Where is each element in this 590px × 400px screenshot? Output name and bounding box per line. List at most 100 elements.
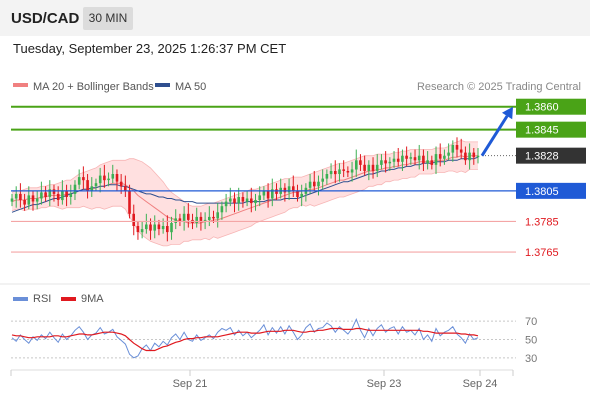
candle-body (254, 200, 257, 204)
candle (317, 175, 320, 196)
candle-body (170, 223, 173, 233)
candle (413, 149, 417, 165)
candle-body (145, 224, 148, 230)
candle-body (300, 193, 303, 197)
candle-body (266, 190, 270, 199)
candle-body (187, 213, 190, 220)
candle (417, 144, 421, 170)
candle-body (233, 198, 236, 204)
candle-body (103, 175, 106, 181)
candle-body (375, 164, 379, 171)
candle (44, 186, 47, 202)
x-tick-label: Sep 24 (463, 378, 498, 390)
candle (422, 149, 425, 171)
candle-body (182, 213, 186, 222)
candle (233, 192, 236, 213)
candle (409, 152, 413, 165)
candle (77, 169, 81, 190)
candle-body (308, 181, 312, 188)
candle (153, 215, 156, 239)
timeframe-button[interactable]: 30 MIN (83, 7, 133, 30)
candle (166, 215, 169, 242)
candle-body (359, 160, 362, 165)
candle-body (27, 195, 31, 205)
candle-body (271, 189, 274, 199)
rsi-tick-label: 30 (525, 353, 537, 365)
candle-body (388, 161, 392, 164)
credit-label: Research © 2025 Trading Central (417, 81, 581, 93)
candle-body (40, 192, 43, 199)
candle-body (367, 164, 371, 171)
candle (216, 203, 219, 228)
rsi-legend-label: RSI (33, 293, 51, 305)
candle-body (334, 171, 337, 175)
ma9-legend-label: 9MA (81, 293, 104, 305)
candle-body (338, 169, 341, 174)
candle-body (82, 177, 85, 181)
candle-body (476, 155, 480, 158)
x-tick-label: Sep 21 (173, 378, 208, 390)
candle (73, 180, 77, 201)
candle (111, 164, 115, 184)
candle (405, 146, 408, 167)
candle (52, 184, 56, 202)
candle-body (275, 189, 278, 194)
ma50-line (11, 156, 479, 213)
candle-body (342, 169, 345, 171)
x-axis: Sep 21 Sep 23 Sep 24 (173, 370, 498, 390)
candle-body (292, 186, 295, 191)
candle-body (90, 186, 94, 191)
candle-body (396, 158, 400, 162)
candle (103, 164, 106, 188)
candle (124, 175, 127, 197)
candle (472, 148, 476, 165)
candle (392, 151, 396, 168)
candle-body (149, 224, 152, 231)
candle (355, 149, 358, 178)
candle (220, 201, 224, 220)
candle (451, 140, 455, 162)
candle (367, 160, 371, 181)
candle-body (413, 157, 417, 161)
candle (237, 187, 240, 211)
price-layer (10, 137, 480, 247)
pivot-tag (516, 182, 586, 199)
candle-body (199, 216, 203, 222)
candle (157, 219, 161, 236)
candle-body (115, 174, 119, 182)
candle (203, 212, 207, 230)
candle-body (472, 152, 476, 158)
candle-body (296, 190, 299, 197)
candle-body (124, 186, 127, 191)
rsi-tick-label: 70 (525, 316, 537, 328)
candle-body (157, 224, 161, 230)
candle-body (443, 155, 446, 159)
candle-body (220, 206, 224, 213)
candle-body (283, 187, 287, 193)
candle (82, 166, 85, 190)
current-price-value: 1.3828 (525, 151, 559, 163)
candle-body (208, 216, 211, 220)
candle-body (346, 171, 350, 173)
x-tick-label: Sep 23 (367, 378, 402, 390)
candle (459, 138, 463, 159)
candle (434, 146, 438, 175)
candle (380, 154, 383, 170)
candle-body (166, 226, 169, 233)
candle (170, 216, 173, 240)
candle (443, 149, 446, 165)
candle-body (56, 193, 60, 200)
candle (178, 213, 182, 227)
candle-body (417, 155, 421, 161)
candle (61, 180, 64, 205)
candle-body (178, 218, 182, 222)
candle (65, 184, 68, 207)
candle (35, 190, 39, 210)
candle-body (371, 164, 375, 171)
candle (464, 146, 467, 165)
candle-body (203, 219, 207, 222)
resistance-tag (516, 121, 586, 138)
candle (342, 160, 345, 178)
candle-body (329, 171, 333, 175)
